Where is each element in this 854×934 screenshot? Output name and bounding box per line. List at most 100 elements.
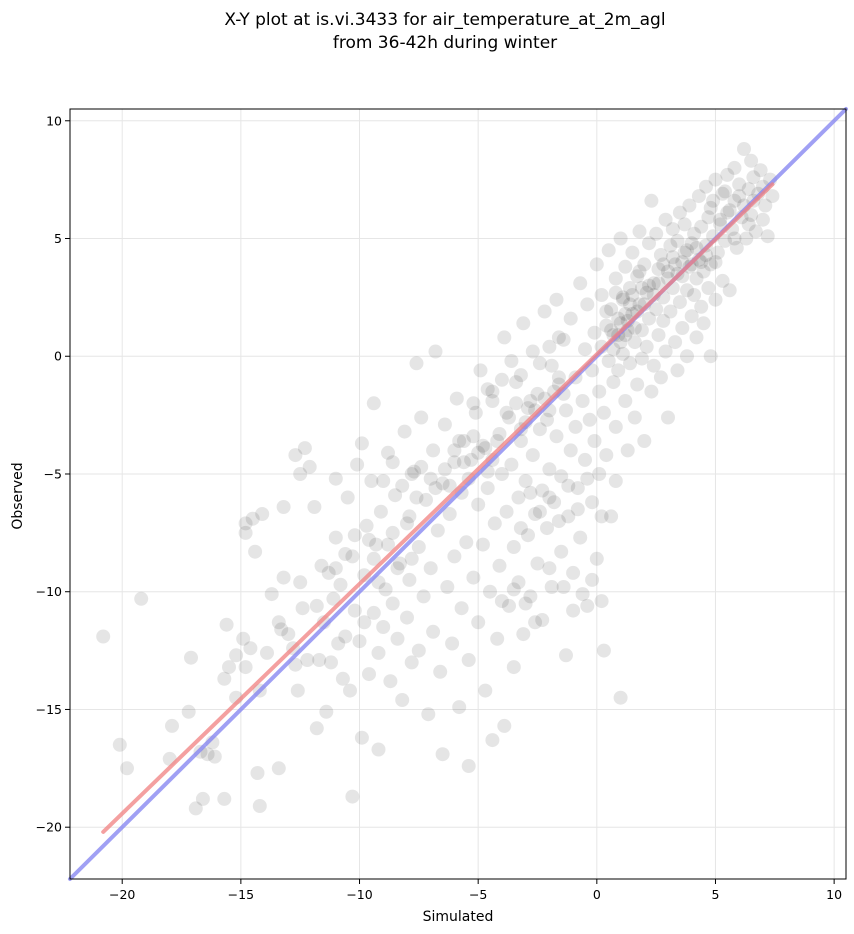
scatter-point [478, 683, 493, 698]
scatter-point [238, 660, 253, 675]
scatter-point [371, 645, 386, 660]
scatter-point [720, 205, 735, 220]
scatter-point [309, 721, 324, 736]
scatter-point [502, 598, 516, 613]
scatter-point [381, 537, 395, 552]
scatter-point [475, 438, 490, 453]
scatter-point [407, 464, 422, 479]
scatter-point [701, 281, 716, 295]
scatter-point [400, 610, 414, 625]
scatter-point [513, 368, 528, 383]
scatter-point [663, 238, 678, 253]
scatter-point [537, 304, 552, 319]
scatter-point [466, 429, 481, 444]
scatter-point [582, 412, 597, 427]
scatter-point [452, 700, 467, 715]
scatter-point [274, 622, 289, 637]
scatter-point [485, 394, 500, 408]
scatter-point [599, 448, 614, 463]
scatter-point [687, 226, 702, 241]
scatter-point [416, 589, 431, 604]
scatter-point [497, 718, 512, 733]
scatter-point [96, 629, 111, 644]
scatter-point [447, 443, 462, 458]
scatter-point [447, 549, 462, 564]
y-tick-label: 5 [54, 231, 62, 246]
scatter-point [400, 516, 414, 531]
scatter-point [328, 561, 343, 576]
scatter-point [658, 212, 673, 227]
scatter-point [653, 248, 668, 262]
scatter-point [260, 645, 274, 660]
scatter-point [250, 766, 265, 780]
scatter-point [613, 231, 628, 246]
scatter-point [563, 311, 578, 326]
scatter-point [525, 448, 540, 463]
scatter-point [570, 502, 585, 517]
scatter-point [530, 556, 545, 571]
scatter-point [184, 650, 198, 665]
scatter-point [366, 605, 381, 620]
scatter-point [426, 443, 441, 458]
scatter-point [665, 250, 680, 265]
scatter-point [568, 419, 583, 434]
scatter-point [634, 351, 649, 366]
scatter-point [547, 495, 562, 510]
chart-title-line2: from 36-42h during winter [333, 33, 557, 53]
scatter-point [312, 653, 327, 667]
scatter-point [741, 217, 756, 232]
scatter-point [556, 580, 571, 594]
scatter-point [578, 452, 592, 467]
scatter-point [471, 615, 486, 630]
scatter-point [684, 236, 699, 251]
scatter-point [644, 384, 659, 399]
scatter-point [530, 386, 545, 401]
scatter-point [473, 363, 488, 378]
scatter-point [238, 516, 253, 531]
scatter-point [646, 276, 661, 291]
scatter-point [464, 452, 479, 467]
scatter-point [563, 443, 578, 458]
scatter-point [746, 170, 761, 185]
scatter-point [466, 396, 481, 411]
scatter-point [580, 471, 595, 486]
scatter-point [575, 394, 590, 408]
scatter-point [620, 443, 635, 458]
scatter-point [335, 671, 350, 686]
scatter-point [437, 417, 452, 432]
scatter-point [737, 142, 751, 156]
scatter-point [625, 288, 640, 302]
scatter-point [188, 801, 203, 816]
scatter-point [580, 297, 595, 312]
scatter-point [447, 455, 462, 470]
scatter-point [639, 285, 654, 300]
scatter-point [599, 318, 614, 333]
scatter-point [302, 459, 317, 474]
scatter-point [357, 568, 372, 583]
scatter-point [521, 528, 535, 543]
x-tick-label: −5 [469, 887, 487, 902]
scatter-point [120, 761, 134, 776]
scatter-point [487, 516, 502, 531]
scatter-point [243, 641, 258, 656]
scatter-point [642, 311, 656, 326]
scatter-point [703, 349, 718, 364]
scatter-point [532, 422, 547, 437]
scatter-point [499, 504, 514, 519]
scatter-point [551, 330, 566, 345]
y-tick-label: −20 [36, 820, 62, 835]
scatter-point [485, 384, 500, 399]
scatter-point [722, 203, 737, 218]
scatter-point [535, 483, 550, 498]
scatter-point [200, 747, 215, 762]
scatter-point [483, 584, 497, 599]
scatter-point [727, 193, 742, 208]
scatter-point [748, 224, 763, 239]
scatter-point [509, 375, 524, 390]
scatter-point [475, 537, 490, 552]
scatter-point [222, 660, 236, 675]
scatter-point [499, 405, 514, 420]
scatter-point [521, 401, 535, 416]
scatter-point [409, 356, 424, 371]
scatter-point [281, 627, 296, 642]
